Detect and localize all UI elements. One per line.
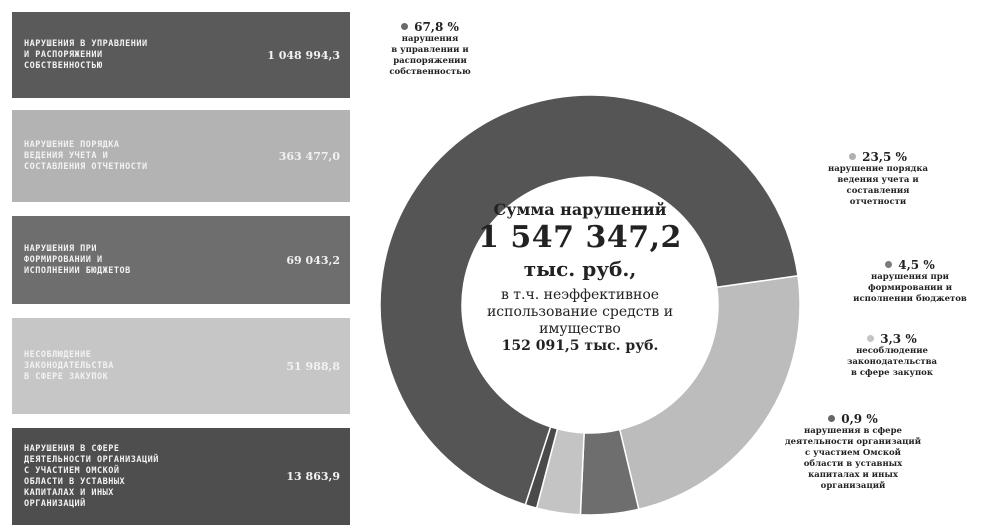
- category-value: 69 043,2: [286, 253, 340, 267]
- annotation-dot: [828, 415, 836, 422]
- annotation-dot: [401, 23, 409, 30]
- center-note-sum: 152 091,5 тыс. руб.: [501, 338, 659, 354]
- category-label: НАРУШЕНИЯ В УПРАВЛЕНИИ И РАСПОРЯЖЕНИИ СО…: [24, 38, 148, 71]
- donut-slice: [618, 274, 801, 511]
- annotation-percent: 3,3 %: [880, 332, 917, 346]
- annotation-text: несоблюдение законодательства в сфере за…: [846, 346, 938, 378]
- center-title: Сумма нарушений: [493, 200, 667, 219]
- category-value: 51 988,8: [286, 359, 340, 373]
- annotation-percent: 67,8 %: [414, 20, 459, 34]
- category-box-budgets: НАРУШЕНИЯ ПРИ ФОРМИРОВАНИИ И ИСПОЛНЕНИИ …: [12, 216, 350, 304]
- annotation-dot: [849, 153, 857, 160]
- center-unit: тыс. руб.,: [523, 257, 637, 281]
- annotation-accounting: 23,5 % нарушение порядка ведения учета и…: [798, 150, 958, 208]
- annotation-text: нарушение порядка ведения учета и состав…: [828, 164, 928, 207]
- center-note: в т.ч. неэффективное использование средс…: [486, 287, 674, 337]
- category-box-property: НАРУШЕНИЯ В УПРАВЛЕНИИ И РАСПОРЯЖЕНИИ СО…: [12, 12, 350, 98]
- annotation-organizations: 0,9 % нарушения в сфере деятельности орг…: [768, 412, 938, 492]
- category-label: НАРУШЕНИЕ ПОРЯДКА ВЕДЕНИЯ УЧЕТА И СОСТАВ…: [24, 139, 148, 172]
- annotation-text: нарушения при формировании и исполнении …: [853, 272, 967, 304]
- category-label: НАРУШЕНИЯ ПРИ ФОРМИРОВАНИИ И ИСПОЛНЕНИИ …: [24, 243, 131, 276]
- category-label: НАРУШЕНИЯ В СФЕРЕ ДЕЯТЕЛЬНОСТИ ОРГАНИЗАЦ…: [24, 443, 159, 509]
- annotation-budgets: 4,5 % нарушения при формировании и испол…: [820, 258, 1000, 305]
- donut-slice: [379, 94, 799, 506]
- category-value: 1 048 994,3: [267, 48, 340, 62]
- center-total: 1 547 347,2: [478, 220, 682, 255]
- annotation-text: нарушения в управлении и распоряжении со…: [389, 34, 471, 77]
- category-value: 363 477,0: [278, 149, 340, 163]
- annotation-percent: 4,5 %: [898, 258, 935, 272]
- annotation-dot: [885, 261, 893, 268]
- annotation-percent: 0,9 %: [841, 412, 878, 426]
- category-box-organizations: НАРУШЕНИЯ В СФЕРЕ ДЕЯТЕЛЬНОСТИ ОРГАНИЗАЦ…: [12, 428, 350, 525]
- annotation-text: нарушения в сфере деятельности организац…: [784, 426, 922, 491]
- donut-center-text: Сумма нарушений 1 547 347,2 тыс. руб., в…: [470, 200, 690, 354]
- annotation-procurement: 3,3 % несоблюдение законодательства в сф…: [812, 332, 972, 379]
- annotation-dot: [867, 335, 875, 342]
- category-box-procurement: НЕСОБЛЮДЕНИЕ ЗАКОНОДАТЕЛЬСТВА В СФЕРЕ ЗА…: [12, 318, 350, 414]
- annotation-percent: 23,5 %: [862, 150, 907, 164]
- category-box-accounting: НАРУШЕНИЕ ПОРЯДКА ВЕДЕНИЯ УЧЕТА И СОСТАВ…: [12, 110, 350, 202]
- category-label: НЕСОБЛЮДЕНИЕ ЗАКОНОДАТЕЛЬСТВА В СФЕРЕ ЗА…: [24, 349, 114, 382]
- annotation-property: 67,8 % нарушения в управлении и распоряж…: [370, 20, 490, 78]
- category-value: 13 863,9: [286, 470, 340, 483]
